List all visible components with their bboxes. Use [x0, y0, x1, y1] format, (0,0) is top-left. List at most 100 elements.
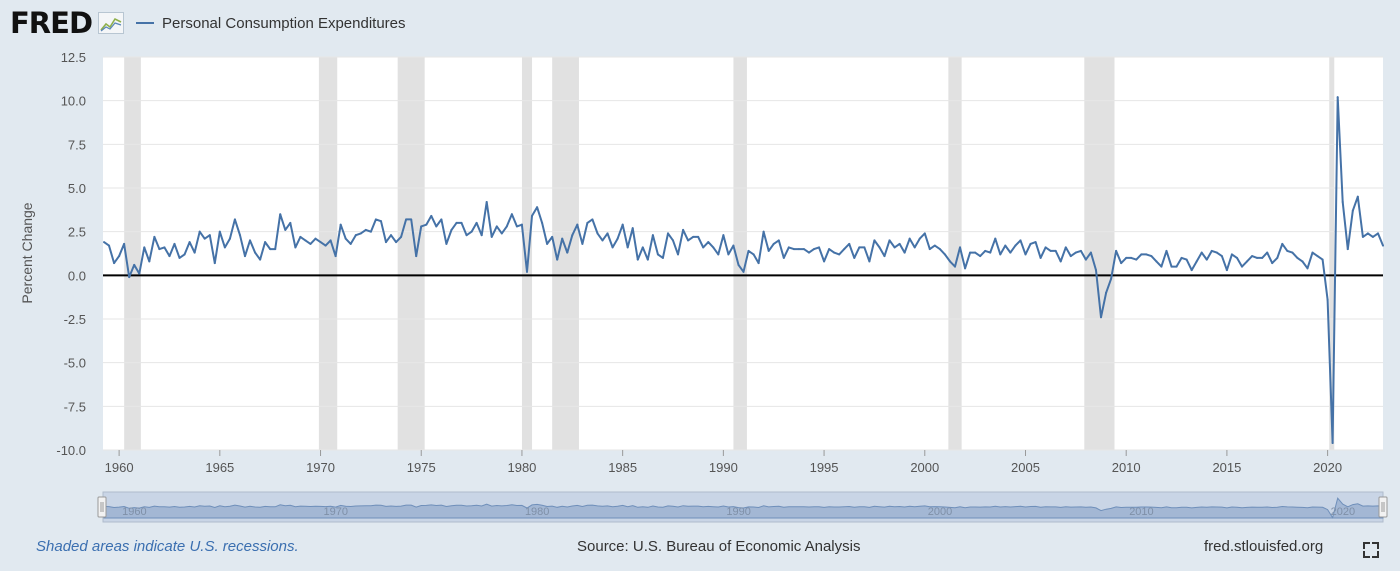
data-point — [1256, 256, 1259, 259]
data-point — [893, 246, 896, 249]
data-point — [792, 248, 795, 251]
data-point — [1014, 244, 1017, 247]
data-point — [1019, 239, 1022, 242]
data-point — [1155, 260, 1158, 263]
data-point — [984, 249, 987, 252]
data-point — [480, 234, 483, 237]
data-point — [828, 248, 831, 251]
data-point — [702, 246, 705, 249]
data-point — [309, 242, 312, 245]
data-point — [1230, 253, 1233, 256]
data-point — [626, 246, 629, 249]
x-tick-label: 1980 — [507, 460, 536, 475]
data-point — [344, 237, 347, 240]
navigator-label: 2020 — [1331, 506, 1355, 518]
data-point — [596, 232, 599, 235]
navigator[interactable]: 1960 1970 1980 1990 2000 2010 2020 — [97, 491, 1388, 523]
y-tick-label: 2.5 — [68, 225, 86, 240]
data-point — [979, 255, 982, 258]
data-point — [672, 239, 675, 242]
data-point — [1029, 242, 1032, 245]
x-tick-label: 1975 — [407, 460, 436, 475]
data-point — [959, 246, 962, 249]
footer: Shaded areas indicate U.S. recessions. S… — [0, 538, 1400, 562]
data-point — [1054, 249, 1057, 252]
data-point — [1341, 200, 1344, 203]
data-point — [525, 270, 528, 273]
data-point — [108, 244, 111, 247]
data-point — [218, 230, 221, 233]
logo-graph-icon — [98, 12, 125, 34]
data-point — [692, 235, 695, 238]
data-point — [541, 221, 544, 224]
navigator-label: 2000 — [928, 506, 952, 518]
y-tick-label: -2.5 — [64, 312, 86, 327]
data-point — [374, 218, 377, 221]
data-point — [1351, 209, 1354, 212]
data-point — [1089, 251, 1092, 254]
data-point — [1251, 255, 1254, 258]
data-point — [641, 246, 644, 249]
data-point — [420, 225, 423, 228]
data-point — [1361, 235, 1364, 238]
navigator-label: 1990 — [726, 506, 750, 518]
data-point — [198, 230, 201, 233]
data-point — [1195, 260, 1198, 263]
data-point — [324, 244, 327, 247]
data-point — [923, 232, 926, 235]
data-point — [148, 260, 151, 263]
y-tick-label: 5.0 — [68, 181, 86, 196]
data-point — [475, 221, 478, 224]
data-point — [264, 241, 267, 244]
data-point — [1120, 262, 1123, 265]
data-point — [536, 206, 539, 209]
data-point — [334, 255, 337, 258]
navigator-right-handle[interactable] — [1378, 496, 1388, 518]
data-point — [1306, 267, 1309, 270]
fred-logo[interactable]: FRED — [10, 5, 93, 40]
data-point — [611, 246, 614, 249]
data-point — [1100, 316, 1103, 319]
data-point — [1291, 251, 1294, 254]
data-point — [727, 253, 730, 256]
data-point — [505, 225, 508, 228]
data-point — [767, 249, 770, 252]
data-point — [1200, 251, 1203, 254]
fullscreen-icon[interactable] — [1363, 542, 1379, 558]
data-point — [556, 258, 559, 261]
data-point — [1049, 249, 1052, 252]
data-point — [455, 221, 458, 224]
data-point — [304, 239, 307, 242]
data-point — [903, 251, 906, 254]
data-point — [561, 237, 564, 240]
data-point — [1215, 251, 1218, 254]
site-link[interactable]: fred.stlouisfed.org — [1204, 538, 1324, 555]
data-point — [601, 239, 604, 242]
recession-band — [318, 57, 338, 450]
data-point — [762, 230, 765, 233]
recession-band — [397, 57, 425, 450]
data-point — [1079, 249, 1082, 252]
data-point — [384, 241, 387, 244]
data-point — [299, 235, 302, 238]
y-axis-label: Percent Change — [19, 202, 35, 303]
data-point — [571, 234, 574, 237]
data-point — [656, 253, 659, 256]
data-point — [1145, 253, 1148, 256]
data-point — [918, 237, 921, 240]
y-tick-label: 7.5 — [68, 137, 86, 152]
recession-band — [1084, 57, 1115, 450]
x-tick-label: 1985 — [608, 460, 637, 475]
data-point — [213, 262, 216, 265]
data-point — [636, 258, 639, 261]
data-point — [289, 221, 292, 224]
legend-label[interactable]: Personal Consumption Expenditures — [162, 14, 406, 32]
data-point — [1009, 251, 1012, 254]
data-point — [495, 225, 498, 228]
data-point — [687, 239, 690, 242]
data-point — [1125, 256, 1128, 259]
data-point — [1185, 258, 1188, 261]
navigator-left-handle[interactable] — [97, 496, 107, 518]
data-point — [400, 235, 403, 238]
data-point — [208, 234, 211, 237]
